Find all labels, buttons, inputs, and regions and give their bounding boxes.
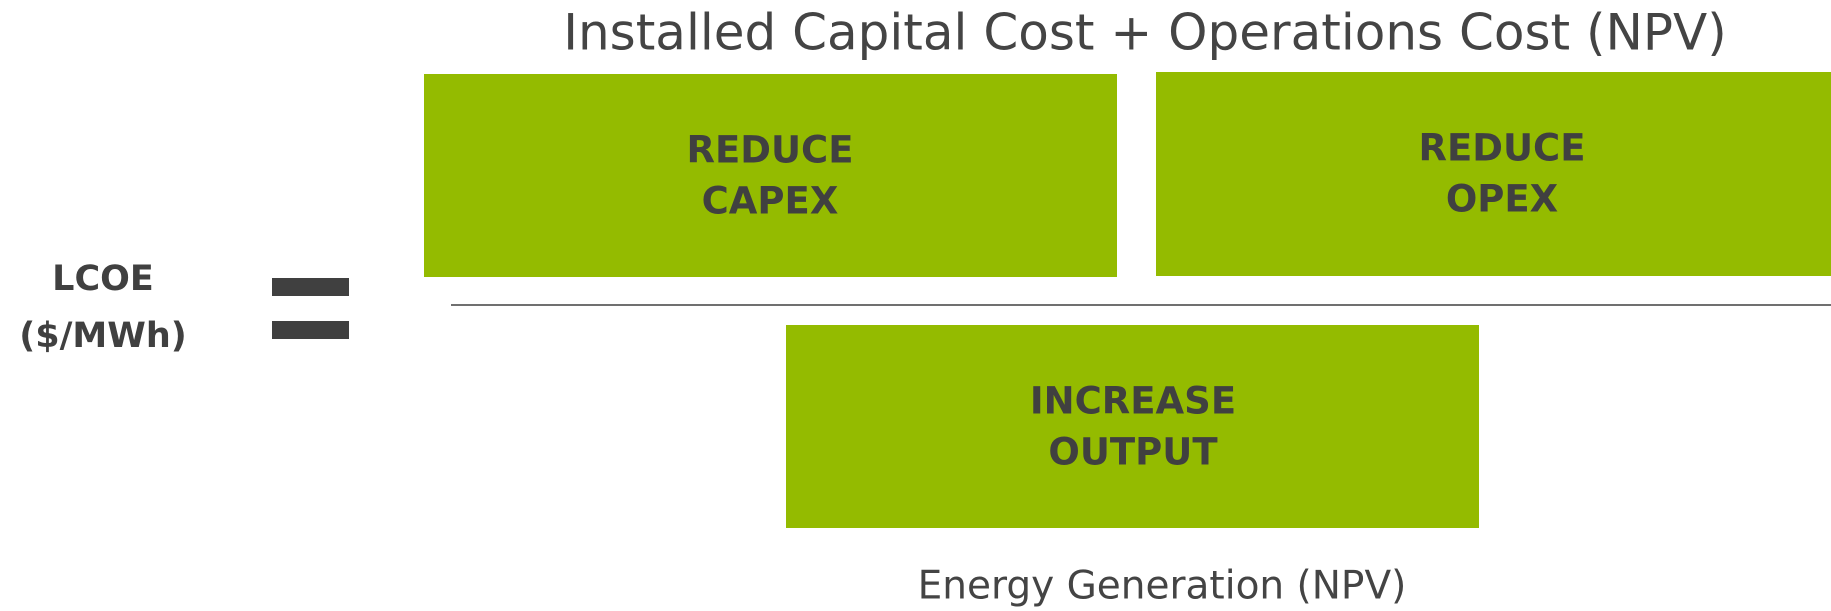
box-label: REDUCE [1419, 127, 1586, 170]
box-label: OUTPUT [1048, 431, 1218, 474]
denominator-label: Energy Generation (NPV) [918, 564, 1407, 609]
numerator-label: Installed Capital Cost + Operations Cost… [563, 4, 1727, 62]
box-label: REDUCE [687, 129, 854, 172]
lhs-label: ($/MWh) [19, 316, 186, 356]
lhs-label: LCOE [52, 259, 154, 299]
capex-box [424, 74, 1117, 277]
box-label: CAPEX [702, 180, 839, 223]
box-label: OPEX [1446, 178, 1558, 221]
output-box [786, 325, 1479, 528]
box-label: INCREASE [1030, 380, 1236, 423]
equals-bar [272, 278, 349, 296]
equals-bar [272, 321, 349, 339]
opex-box [1156, 72, 1831, 276]
